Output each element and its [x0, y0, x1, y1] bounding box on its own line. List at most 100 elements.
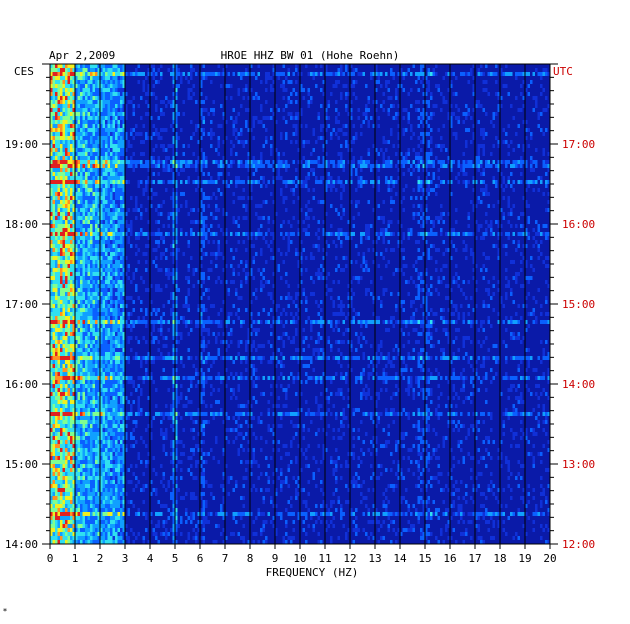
heatmap-cell	[57, 124, 60, 128]
heatmap-cell	[430, 228, 433, 232]
heatmap-cell	[122, 72, 125, 76]
heatmap-cell	[132, 104, 135, 108]
heatmap-cell	[467, 216, 470, 220]
heatmap-cell	[320, 320, 323, 324]
heatmap-cell	[485, 212, 488, 216]
heatmap-cell	[77, 208, 80, 212]
heatmap-cell	[145, 288, 148, 292]
heatmap-cell	[485, 304, 488, 308]
heatmap-cell	[100, 164, 103, 168]
heatmap-cell	[165, 148, 168, 152]
heatmap-cell	[80, 292, 83, 296]
heatmap-cell	[85, 100, 88, 104]
heatmap-cell	[407, 232, 410, 236]
heatmap-cell	[100, 224, 103, 228]
heatmap-cell	[480, 320, 483, 324]
heatmap-cell	[90, 200, 93, 204]
heatmap-cell	[115, 228, 118, 232]
heatmap-cell	[520, 72, 523, 76]
heatmap-cell	[322, 176, 325, 180]
heatmap-cell	[365, 108, 368, 112]
heatmap-cell	[67, 104, 70, 108]
heatmap-cell	[125, 160, 128, 164]
heatmap-cell	[62, 308, 65, 312]
heatmap-cell	[60, 248, 63, 252]
heatmap-cell	[80, 224, 83, 228]
heatmap-cell	[107, 88, 110, 92]
heatmap-cell	[520, 252, 523, 256]
heatmap-cell	[52, 200, 55, 204]
heatmap-cell	[382, 232, 385, 236]
heatmap-cell	[77, 68, 80, 72]
heatmap-cell	[130, 128, 133, 132]
heatmap-cell	[485, 132, 488, 136]
heatmap-cell	[290, 188, 293, 192]
heatmap-cell	[180, 232, 183, 236]
heatmap-cell	[277, 316, 280, 320]
heatmap-cell	[97, 72, 100, 76]
heatmap-cell	[60, 100, 63, 104]
heatmap-cell	[395, 88, 398, 92]
heatmap-cell	[75, 264, 78, 268]
heatmap-cell	[265, 140, 268, 144]
heatmap-cell	[175, 96, 178, 100]
heatmap-cell	[525, 244, 528, 248]
heatmap-cell	[100, 228, 103, 232]
heatmap-cell	[305, 124, 308, 128]
heatmap-cell	[67, 280, 70, 284]
heatmap-cell	[542, 224, 545, 228]
heatmap-cell	[65, 140, 68, 144]
heatmap-cell	[107, 296, 110, 300]
heatmap-cell	[210, 136, 213, 140]
heatmap-cell	[455, 104, 458, 108]
heatmap-cell	[290, 80, 293, 84]
heatmap-cell	[507, 92, 510, 96]
heatmap-cell	[105, 224, 108, 228]
heatmap-cell	[387, 320, 390, 324]
heatmap-cell	[545, 232, 548, 236]
heatmap-cell	[92, 128, 95, 132]
heatmap-cell	[340, 232, 343, 236]
heatmap-cell	[117, 112, 120, 116]
heatmap-cell	[505, 284, 508, 288]
heatmap-cell	[80, 320, 83, 324]
heatmap-cell	[175, 200, 178, 204]
heatmap-cell	[102, 68, 105, 72]
heatmap-cell	[342, 164, 345, 168]
heatmap-cell	[510, 104, 513, 108]
heatmap-cell	[137, 160, 140, 164]
heatmap-cell	[120, 276, 123, 280]
heatmap-cell	[132, 96, 135, 100]
heatmap-cell	[65, 280, 68, 284]
heatmap-cell	[117, 128, 120, 132]
heatmap-cell	[272, 220, 275, 224]
heatmap-cell	[92, 208, 95, 212]
heatmap-cell	[55, 136, 58, 140]
heatmap-cell	[235, 292, 238, 296]
heatmap-cell	[357, 320, 360, 324]
heatmap-cell	[97, 128, 100, 132]
heatmap-cell	[525, 164, 528, 168]
heatmap-cell	[100, 308, 103, 312]
heatmap-cell	[170, 72, 173, 76]
heatmap-cell	[470, 320, 473, 324]
heatmap-cell	[312, 148, 315, 152]
heatmap-cell	[65, 208, 68, 212]
heatmap-cell	[175, 256, 178, 260]
heatmap-cell	[175, 284, 178, 288]
heatmap-cell	[112, 148, 115, 152]
heatmap-cell	[57, 268, 60, 272]
heatmap-cell	[117, 220, 120, 224]
heatmap-cell	[80, 184, 83, 188]
heatmap-cell	[90, 196, 93, 200]
heatmap-cell	[340, 308, 343, 312]
heatmap-cell	[110, 100, 113, 104]
heatmap-cell	[95, 304, 98, 308]
heatmap-cell	[65, 272, 68, 276]
heatmap-cell	[207, 240, 210, 244]
heatmap-cell	[72, 236, 75, 240]
heatmap-cell	[122, 88, 125, 92]
heatmap-cell	[77, 144, 80, 148]
heatmap-cell	[92, 184, 95, 188]
heatmap-cell	[77, 276, 80, 280]
